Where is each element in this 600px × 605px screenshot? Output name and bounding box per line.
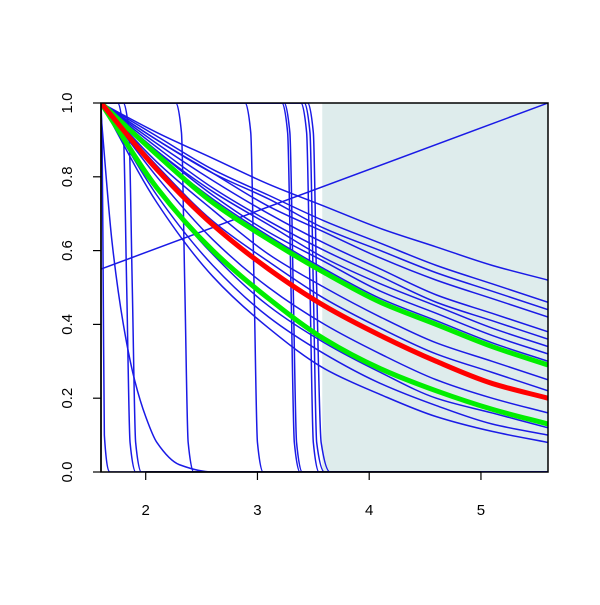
curve — [101, 103, 548, 392]
x-tick-label: 4 — [365, 502, 373, 519]
y-tick-label: 0.4 — [59, 314, 76, 335]
curve — [101, 114, 548, 472]
curve — [101, 103, 548, 472]
curve — [101, 103, 548, 472]
curve — [101, 103, 548, 444]
y-tick-label: 0.6 — [59, 240, 76, 261]
curve — [101, 103, 548, 303]
x-tick-label: 5 — [477, 502, 485, 519]
curve — [101, 103, 548, 281]
curve — [101, 103, 548, 472]
curve — [101, 103, 548, 472]
curve — [101, 103, 548, 318]
curve — [101, 103, 548, 368]
curve — [101, 103, 548, 270]
x-tick-label: 2 — [142, 502, 150, 519]
curve — [101, 103, 548, 414]
shaded-region — [322, 103, 548, 472]
curve — [101, 103, 548, 355]
y-tick-label: 1.0 — [59, 93, 76, 114]
curve — [101, 103, 548, 401]
y-tick-label: 0.0 — [59, 462, 76, 483]
curve — [101, 103, 548, 381]
curve — [101, 103, 548, 472]
curve — [101, 103, 548, 333]
curve — [101, 103, 548, 472]
y-tick-label: 0.2 — [59, 388, 76, 409]
curve — [101, 103, 548, 340]
curve — [101, 103, 548, 427]
curve — [101, 103, 548, 472]
x-tick-label: 3 — [253, 502, 261, 519]
curve — [101, 103, 548, 436]
y-tick-label: 0.8 — [59, 166, 76, 187]
